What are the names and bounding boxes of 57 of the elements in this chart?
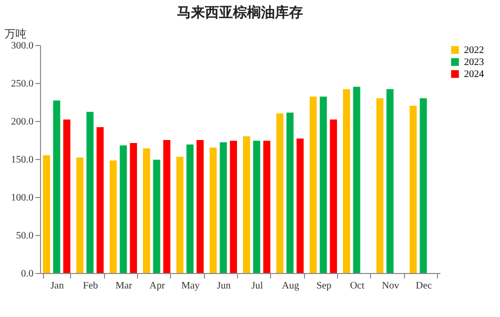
- bar: [263, 140, 270, 273]
- bar: [220, 142, 227, 273]
- x-tick-label: Jun: [216, 280, 231, 292]
- y-tick-label: 50.0: [16, 230, 34, 242]
- bar: [120, 145, 127, 273]
- y-tick-label: 100.0: [11, 192, 34, 204]
- x-tick-label: Jul: [251, 280, 264, 292]
- bar: [286, 112, 294, 273]
- bar: [63, 119, 70, 273]
- legend-label: 2024: [464, 69, 484, 80]
- bar: [410, 106, 417, 273]
- x-tick-label: Feb: [83, 280, 98, 292]
- bar: [386, 89, 394, 273]
- bar: [243, 136, 250, 273]
- x-tick-label: May: [181, 280, 200, 292]
- bar: [420, 98, 427, 273]
- bar: [376, 98, 384, 273]
- legend-label: 2022: [464, 45, 484, 56]
- bar: [276, 113, 284, 273]
- y-tick-label: 200.0: [11, 116, 34, 128]
- bar: [176, 156, 184, 273]
- bar: [353, 86, 360, 273]
- bar: [143, 148, 150, 273]
- x-tick-label: Apr: [149, 280, 166, 292]
- bar: [310, 96, 317, 273]
- chart-title: 马来西亚棕榈油库存: [177, 4, 303, 21]
- bar: [110, 160, 117, 273]
- x-tick-label: Jan: [50, 280, 64, 292]
- bar: [296, 138, 304, 273]
- x-tick-label: Sep: [316, 280, 332, 292]
- bar: [253, 140, 260, 273]
- x-tick-label: Nov: [382, 280, 400, 292]
- bar: [186, 144, 194, 273]
- legend-label: 2023: [464, 57, 484, 68]
- bar: [210, 148, 217, 273]
- y-tick-label: 150.0: [11, 154, 34, 166]
- y-tick-label: 300.0: [11, 40, 34, 52]
- x-tick-label: Mar: [115, 280, 133, 292]
- y-tick-label: 250.0: [11, 78, 34, 90]
- bar: [330, 119, 337, 273]
- x-tick-label: Oct: [350, 280, 365, 292]
- x-tick-label: Aug: [282, 280, 300, 292]
- bar: [320, 96, 327, 273]
- bar: [76, 157, 84, 273]
- bar: [86, 112, 94, 273]
- bar: [196, 140, 204, 273]
- bar: [153, 160, 160, 273]
- x-tick-label: Dec: [416, 280, 432, 292]
- bar: [343, 89, 350, 273]
- y-tick-label: 0.0: [21, 268, 34, 280]
- bar: [230, 140, 237, 273]
- bar: [163, 140, 170, 273]
- bar: [130, 143, 137, 273]
- bar: [96, 127, 104, 273]
- bar: [43, 155, 50, 273]
- bar: [53, 100, 60, 273]
- y-axis-title: 万吨: [4, 28, 26, 40]
